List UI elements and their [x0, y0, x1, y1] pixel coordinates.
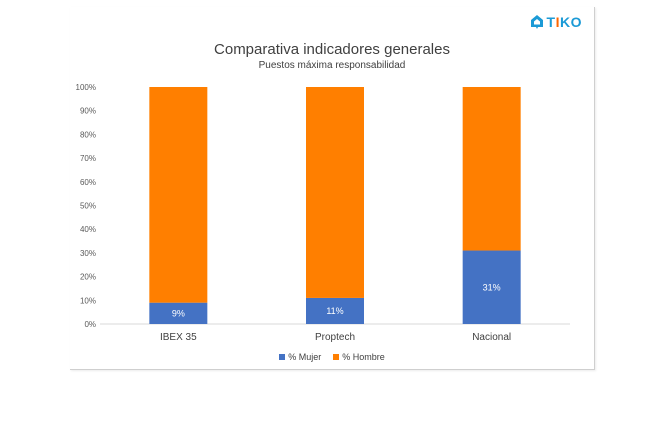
chart-card: TIKO Comparativa indicadores generales P…: [70, 7, 595, 370]
y-tick-label: 20%: [80, 273, 96, 282]
house-pin-icon: [530, 15, 543, 29]
logo-text: TIKO: [546, 14, 582, 30]
y-tick-label: 100%: [76, 83, 96, 92]
bar-hombre: [149, 87, 208, 303]
data-label: 9%: [172, 308, 185, 318]
chart-plot: 0% 10% 20% 30% 40% 50% 60% 70% 80% 90% 100% 9% IBEX …: [76, 83, 570, 343]
y-tick-label: 60%: [80, 178, 96, 187]
category-label: IBEX 35: [160, 332, 197, 343]
y-tick-label: 50%: [80, 202, 96, 211]
data-label: 11%: [326, 306, 343, 316]
y-tick-label: 30%: [80, 249, 96, 258]
y-tick-label: 40%: [80, 225, 96, 234]
bar-mujer: [462, 250, 521, 324]
bar-mujer: [306, 297, 364, 324]
y-tick-label: 70%: [80, 154, 96, 163]
legend-item: % Hombre: [333, 352, 385, 362]
bar-mujer: [149, 302, 208, 324]
bar-hombre: [306, 87, 364, 298]
bar-hombre: [462, 87, 521, 251]
category-label: Nacional: [472, 332, 511, 343]
legend-swatch: [279, 354, 286, 360]
category-label: Proptech: [315, 332, 355, 343]
chart-title: Comparativa indicadores generales: [214, 41, 450, 58]
legend-swatch: [333, 354, 340, 360]
y-tick-label: 90%: [80, 107, 96, 116]
y-tick-label: 0%: [84, 320, 96, 329]
y-tick-label: 10%: [80, 296, 96, 305]
chart-legend: % Mujer % Hombre: [70, 352, 594, 362]
data-label: 31%: [483, 282, 501, 292]
legend-label: % Mujer: [288, 352, 322, 362]
legend-label: % Hombre: [342, 352, 385, 362]
y-tick-label: 80%: [80, 130, 96, 139]
tiko-logo: TIKO: [529, 14, 582, 30]
legend-item: % Mujer: [279, 352, 321, 362]
chart-subtitle: Puestos máxima responsabilidad: [258, 60, 406, 71]
